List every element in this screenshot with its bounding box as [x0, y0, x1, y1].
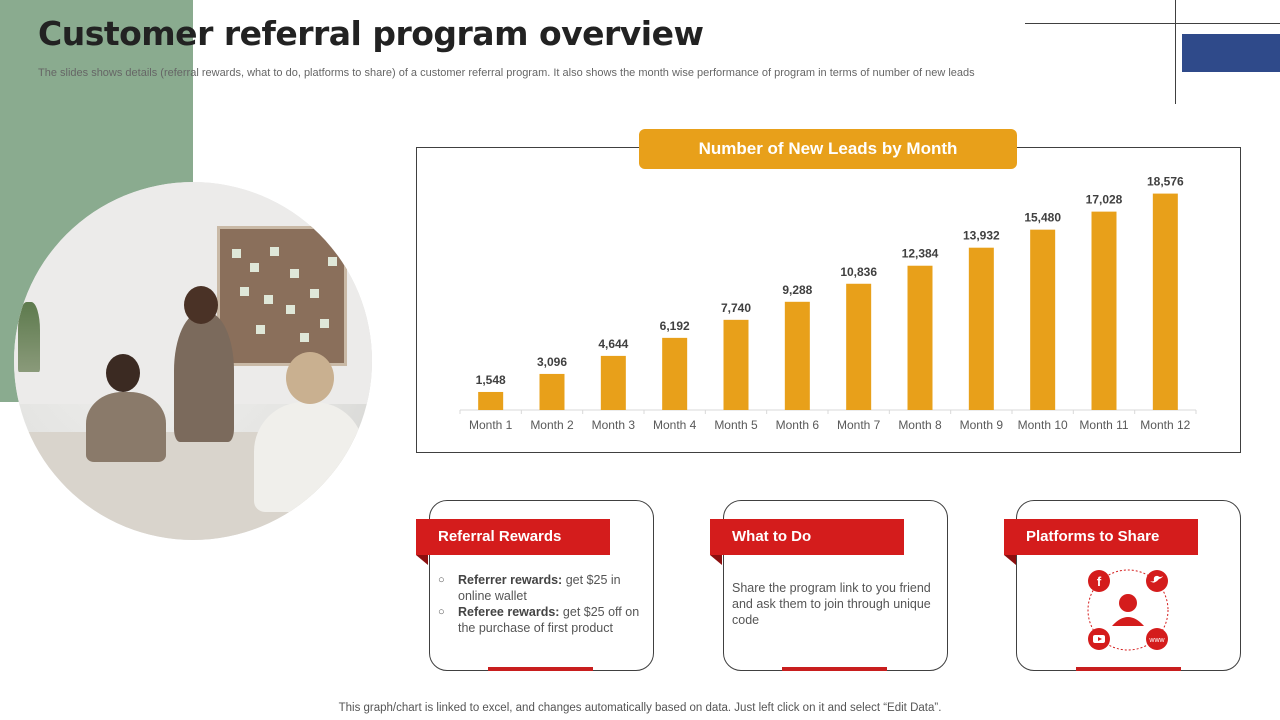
- youtube-icon: [1088, 628, 1110, 650]
- social-platforms-graphic: f www: [1087, 569, 1169, 651]
- user-icon: [1112, 594, 1144, 626]
- svg-text:f: f: [1097, 574, 1102, 589]
- data-label: 10,836: [840, 265, 877, 279]
- data-label: 6,192: [660, 319, 690, 333]
- team-meeting-photo: [14, 182, 372, 540]
- chart-title: Number of New Leads by Month: [639, 129, 1017, 169]
- data-label: 18,576: [1147, 175, 1184, 189]
- x-tick-label: Month 3: [592, 418, 636, 432]
- bar-12[interactable]: [1152, 193, 1178, 410]
- bar-8[interactable]: [907, 265, 933, 410]
- bar-1[interactable]: [478, 391, 504, 410]
- card-heading-platforms: Platforms to Share: [1004, 519, 1198, 565]
- x-tick-label: Month 4: [653, 418, 697, 432]
- data-label: 9,288: [782, 283, 812, 297]
- x-tick-label: Month 9: [960, 418, 1004, 432]
- card-heading-referral-rewards: Referral Rewards: [416, 519, 610, 565]
- decor-line-top: [1025, 23, 1280, 24]
- bar-5[interactable]: [723, 319, 749, 410]
- data-label: 13,932: [963, 229, 1000, 243]
- data-label: 17,028: [1086, 193, 1123, 207]
- data-label: 3,096: [537, 355, 567, 369]
- data-label: 1,548: [476, 373, 506, 387]
- bar-11[interactable]: [1091, 211, 1117, 410]
- page-title: Customer referral program overview: [38, 14, 704, 53]
- facebook-icon: f: [1088, 570, 1110, 592]
- blue-decor-block: [1182, 34, 1280, 72]
- list-item: Referee rewards: get $25 off on the purc…: [438, 604, 648, 636]
- bar-9[interactable]: [968, 247, 994, 410]
- data-label: 4,644: [598, 337, 628, 351]
- page-subtitle: The slides shows details (referral rewar…: [38, 67, 975, 79]
- card-accent-bar: [488, 667, 593, 671]
- card-heading-what-to-do: What to Do: [710, 519, 904, 565]
- bar-6[interactable]: [784, 301, 810, 410]
- data-label: 7,740: [721, 301, 751, 315]
- card-accent-bar: [782, 667, 887, 671]
- svg-text:www: www: [1148, 637, 1165, 644]
- x-tick-label: Month 10: [1018, 418, 1068, 432]
- x-tick-label: Month 12: [1140, 418, 1190, 432]
- x-tick-label: Month 2: [530, 418, 574, 432]
- x-tick-label: Month 11: [1079, 418, 1128, 432]
- bar-3[interactable]: [600, 355, 626, 410]
- bar-2[interactable]: [539, 373, 565, 410]
- twitter-icon: [1146, 570, 1168, 592]
- x-tick-label: Month 5: [714, 418, 758, 432]
- cork-board: [217, 226, 347, 366]
- referral-rewards-list: Referrer rewards: get $25 in online wall…: [438, 572, 648, 636]
- data-label: 12,384: [902, 247, 939, 261]
- decor-line-vertical: [1175, 0, 1176, 104]
- bar-7[interactable]: [846, 283, 872, 410]
- what-to-do-text: Share the program link to you friend and…: [732, 581, 931, 627]
- x-tick-label: Month 6: [776, 418, 820, 432]
- list-item: Referrer rewards: get $25 in online wall…: [438, 572, 648, 604]
- footer-note: This graph/chart is linked to excel, and…: [338, 702, 942, 714]
- leads-bar-chart[interactable]: 1,548 Month 1 3,096 Month 2 4,644 Month 3 6,19…: [416, 147, 1241, 453]
- x-tick-label: Month 7: [837, 418, 881, 432]
- www-icon: www: [1146, 628, 1168, 650]
- x-tick-label: Month 1: [469, 418, 513, 432]
- card-accent-bar: [1076, 667, 1181, 671]
- bar-4[interactable]: [662, 337, 688, 410]
- x-tick-label: Month 8: [898, 418, 942, 432]
- bar-10[interactable]: [1030, 229, 1056, 410]
- data-label: 15,480: [1024, 211, 1061, 225]
